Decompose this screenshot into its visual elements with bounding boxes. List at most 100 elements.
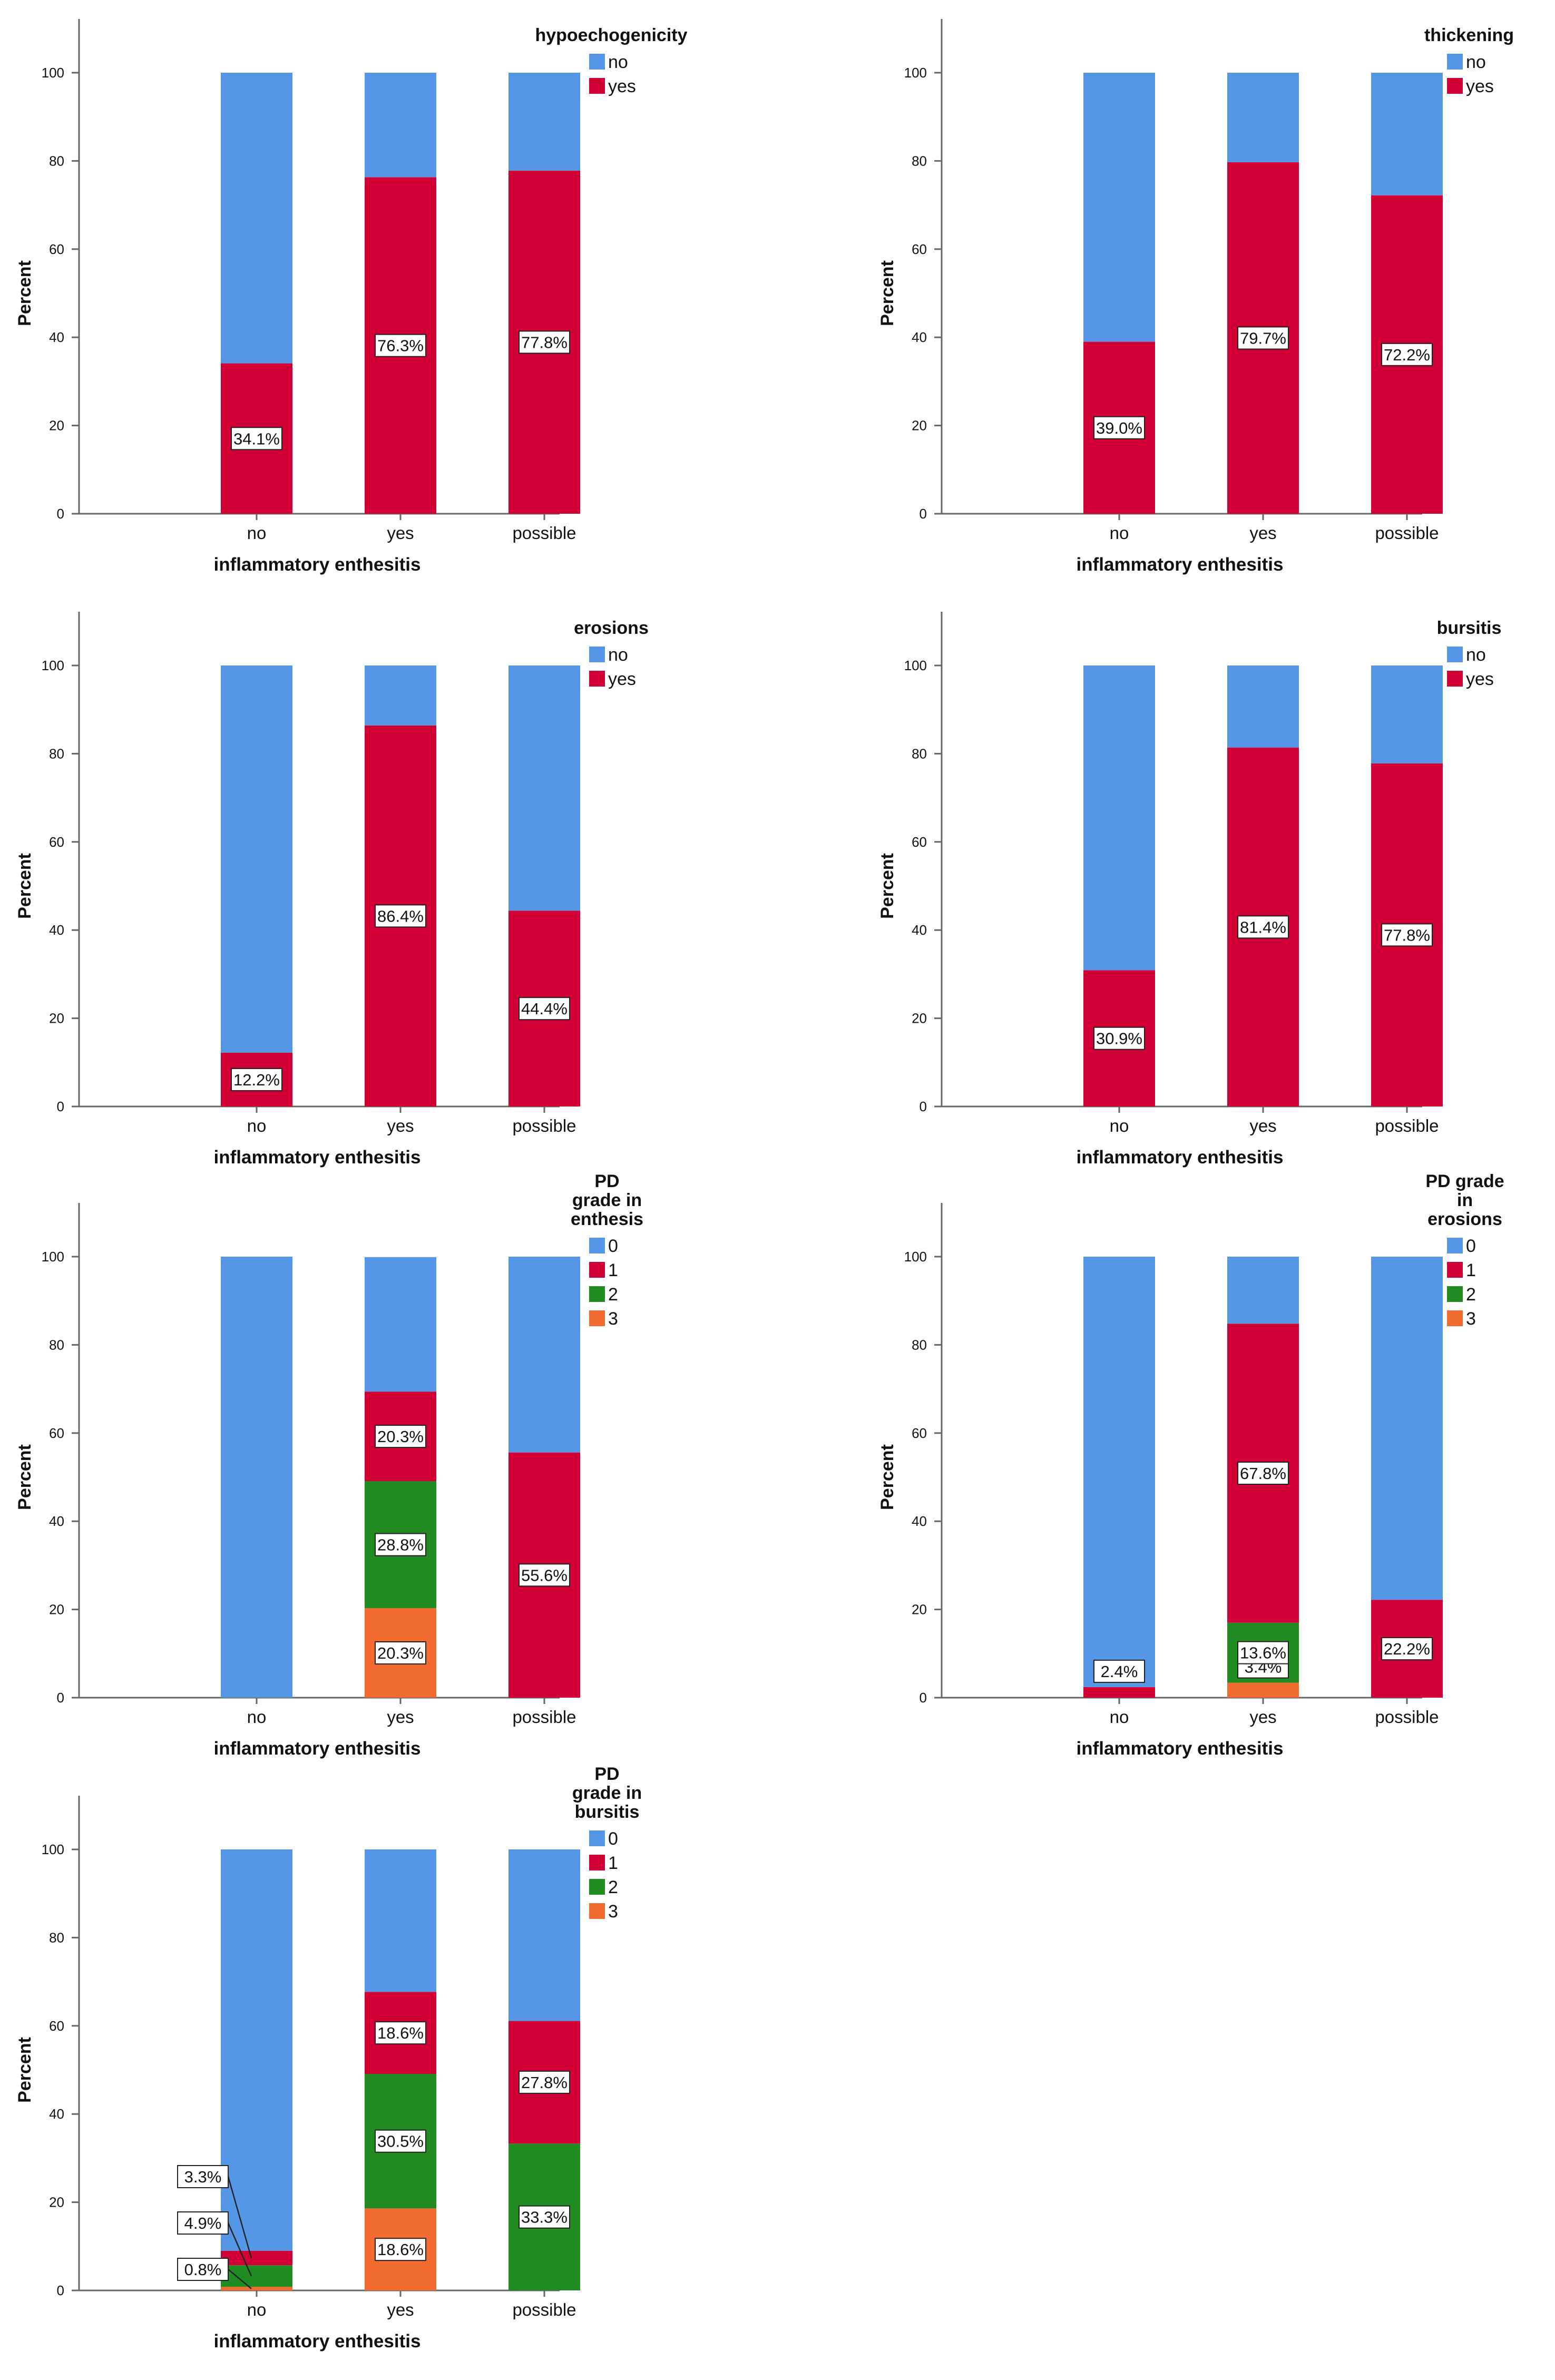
- x-tick-label: yes: [387, 1707, 414, 1727]
- x-tick-label: yes: [387, 523, 414, 543]
- y-tick-label: 40: [49, 2106, 64, 2122]
- bar-segment: [1083, 1687, 1155, 1698]
- bar-segment: [508, 73, 580, 171]
- data-label-box: [177, 2258, 229, 2281]
- y-axis-label: Percent: [877, 1444, 897, 1510]
- y-tick-label: 60: [912, 1425, 927, 1441]
- x-tick-label: yes: [1249, 1707, 1276, 1727]
- y-tick-label: 80: [49, 1930, 64, 1945]
- x-tick-label: possible: [512, 1707, 576, 1727]
- x-axis-label: inflammatory enthesitis: [1077, 554, 1284, 575]
- legend: erosions no yes: [574, 618, 649, 689]
- x-tick-label: no: [247, 1707, 267, 1727]
- data-label: 0.8%: [184, 2260, 222, 2279]
- legend-swatch: [589, 671, 605, 687]
- data-label-box: [375, 1533, 426, 1556]
- data-label: 27.8%: [521, 2073, 568, 2092]
- bar-segment: [365, 1849, 436, 1992]
- bar-segment: [1227, 1257, 1299, 1324]
- data-label-box: [1381, 1637, 1433, 1661]
- y-tick-label: 20: [912, 418, 927, 434]
- legend-title: PD: [594, 1171, 619, 1191]
- legend-title: erosions: [574, 618, 649, 638]
- legend-swatch: [589, 647, 605, 662]
- data-label: 44.4%: [521, 1000, 568, 1018]
- data-label: 77.8%: [1384, 926, 1430, 944]
- data-label-box: [519, 2205, 570, 2229]
- legend-swatch: [589, 1903, 605, 1919]
- data-label-box: [519, 2070, 570, 2094]
- bar-segment: [365, 1257, 436, 1392]
- bar-segment: [365, 73, 436, 178]
- data-label-box: [1093, 416, 1145, 439]
- legend-title: bursitis: [575, 1802, 640, 1822]
- data-label-box: [1093, 1026, 1145, 1050]
- legend-label: 0: [608, 1236, 618, 1256]
- legend-label: 1: [608, 1260, 618, 1280]
- y-axis-label: Percent: [877, 853, 897, 919]
- data-label: 34.1%: [233, 429, 280, 448]
- data-label: 22.2%: [1384, 1640, 1430, 1658]
- legend-swatch: [1447, 1286, 1463, 1302]
- bar-segment: [1227, 1682, 1299, 1698]
- legend-title: thickening: [1424, 25, 1514, 45]
- legend-swatch: [589, 1238, 605, 1253]
- data-label-box: [375, 2021, 426, 2045]
- legend-title: erosions: [1427, 1209, 1502, 1229]
- x-tick-label: possible: [1375, 523, 1439, 543]
- x-tick-label: no: [247, 1116, 267, 1135]
- bar-segment: [221, 2265, 292, 2287]
- bar-segment: [1227, 73, 1299, 162]
- data-label: 79.7%: [1240, 329, 1286, 347]
- data-label: 67.8%: [1240, 1464, 1286, 1483]
- y-axis-label: Percent: [15, 260, 35, 326]
- legend-swatch: [589, 1310, 605, 1326]
- data-label-box: [519, 997, 570, 1021]
- y-tick-label: 40: [912, 329, 927, 345]
- data-label: 18.6%: [377, 2024, 424, 2042]
- legend-label: yes: [608, 76, 636, 96]
- legend-swatch: [1447, 647, 1463, 662]
- data-label-box: [375, 1425, 426, 1448]
- data-label: 20.3%: [377, 1644, 424, 1662]
- y-tick-label: 20: [49, 1011, 64, 1026]
- y-tick-label: 100: [42, 658, 64, 673]
- x-axis-label: inflammatory enthesitis: [214, 1738, 421, 1759]
- legend-label: yes: [608, 669, 636, 689]
- legend-swatch: [589, 54, 605, 70]
- y-tick-label: 20: [912, 1011, 927, 1026]
- callout-line: [227, 2222, 252, 2277]
- data-label-box: [177, 2211, 229, 2235]
- legend-swatch: [589, 1286, 605, 1302]
- x-tick-label: no: [1110, 1707, 1129, 1727]
- x-tick-label: no: [1110, 523, 1129, 543]
- legend-swatch: [1447, 78, 1463, 94]
- y-tick-label: 0: [920, 506, 927, 522]
- data-label-box: [1381, 342, 1433, 366]
- x-axis-label: inflammatory enthesitis: [1077, 1738, 1284, 1759]
- y-tick-label: 80: [912, 1337, 927, 1353]
- x-tick-label: no: [247, 523, 267, 543]
- y-tick-label: 0: [57, 506, 64, 522]
- y-tick-label: 80: [912, 746, 927, 761]
- y-tick-label: 0: [57, 2283, 64, 2298]
- chart-panel-1: 0 20 40 60 80 100 Percent no yes possible 34.1% 76.…: [15, 19, 688, 575]
- legend-title: PD grade: [1425, 1171, 1504, 1191]
- legend: thickening no yes: [1424, 25, 1514, 96]
- legend-swatch: [589, 1855, 605, 1870]
- data-label: 77.8%: [521, 333, 568, 351]
- bar-segment: [1371, 73, 1443, 195]
- y-tick-label: 40: [912, 1513, 927, 1529]
- legend-label: 1: [1466, 1260, 1476, 1280]
- legend-label: 0: [1466, 1236, 1476, 1256]
- bar-segment: [365, 665, 436, 726]
- y-tick-label: 0: [57, 1099, 64, 1114]
- y-tick-label: 40: [49, 922, 64, 938]
- legend-label: 3: [1466, 1309, 1476, 1329]
- data-label-box: [375, 334, 426, 357]
- chart-panel-3: 0 20 40 60 80 100 Percent no yes possible 12.2% 86.…: [15, 612, 649, 1168]
- y-tick-label: 40: [912, 922, 927, 938]
